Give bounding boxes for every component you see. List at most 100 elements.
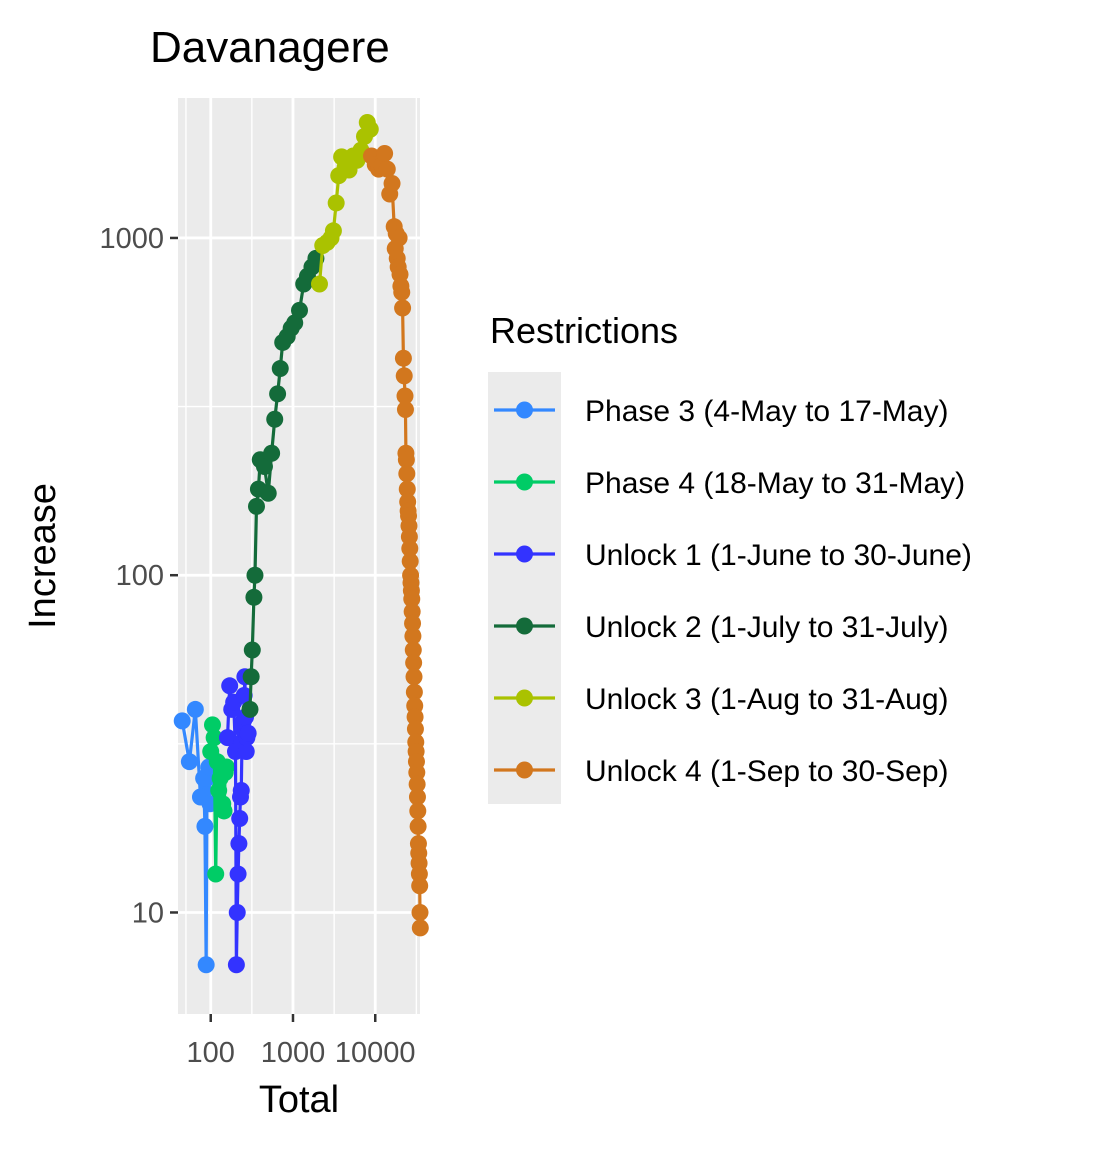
data-point (217, 758, 235, 776)
y-axis: 10 100 1000 (99, 223, 178, 929)
data-point (408, 788, 426, 806)
data-point (394, 349, 412, 367)
data-point (310, 275, 328, 293)
series-2 (202, 716, 235, 883)
data-point (378, 160, 396, 178)
data-point (404, 641, 422, 659)
data-point (173, 712, 191, 730)
data-point (207, 865, 225, 883)
data-point (409, 817, 427, 835)
data-point (239, 724, 257, 742)
data-point (411, 919, 429, 937)
series-4 (241, 249, 325, 718)
data-point (409, 802, 427, 820)
legend-key-point (516, 617, 533, 635)
legend-label: Unlock 3 (1-Aug to 31-Aug) (585, 683, 949, 716)
legend: Restrictions Phase 3 (4-May to 17-May) Ph… (488, 310, 972, 804)
series-6 (362, 145, 429, 937)
legend-item: Unlock 1 (1-June to 30-June) (494, 539, 972, 572)
data-point (383, 175, 401, 193)
data-point (221, 677, 239, 695)
data-point (398, 480, 416, 498)
plot-panel (178, 98, 420, 1014)
legend-key-point (516, 401, 533, 419)
data-point (401, 540, 419, 558)
data-point (271, 360, 289, 378)
data-point (403, 590, 421, 608)
legend-label: Unlock 1 (1-June to 30-June) (585, 539, 972, 572)
data-point (396, 401, 414, 418)
data-point (405, 668, 423, 686)
data-point (180, 753, 198, 771)
x-tick-label: 100 (187, 1037, 235, 1069)
data-point (376, 145, 394, 162)
data-point (215, 802, 233, 820)
series-5 (310, 113, 379, 293)
data-point (255, 458, 273, 476)
data-point (197, 956, 215, 974)
data-point (411, 903, 429, 921)
data-point (247, 497, 265, 515)
data-point (237, 743, 255, 761)
y-tick-label: 1000 (99, 223, 164, 255)
data-point (398, 465, 416, 483)
data-point (324, 222, 342, 240)
data-point (263, 444, 281, 462)
data-point (230, 835, 248, 853)
data-point (397, 451, 415, 469)
data-point (405, 654, 423, 672)
data-point (405, 683, 423, 701)
data-point (229, 865, 247, 883)
data-point (393, 283, 411, 301)
data-point (245, 588, 263, 606)
data-point (231, 809, 249, 827)
legend-key-point (516, 473, 533, 491)
data-point (406, 708, 424, 726)
y-axis-label: Increase (22, 483, 64, 629)
legend-label: Phase 4 (18-May to 31-May) (585, 467, 965, 500)
data-point (266, 410, 284, 428)
chart-title: Davanagere (150, 23, 390, 72)
x-axis-label: Total (259, 1079, 339, 1121)
legend-label: Unlock 2 (1-July to 31-July) (585, 611, 948, 644)
y-tick-label: 100 (116, 560, 164, 592)
legend-key-point (516, 689, 533, 707)
data-point (242, 668, 260, 686)
y-tick-label: 10 (132, 897, 164, 929)
data-point (186, 700, 204, 718)
legend-title: Restrictions (490, 310, 678, 351)
data-point (205, 729, 223, 747)
series-3 (219, 668, 257, 974)
data-point (203, 716, 221, 734)
data-point (361, 120, 379, 138)
data-point (232, 781, 250, 799)
data-point (411, 877, 429, 895)
data-point (241, 700, 259, 718)
legend-label: Unlock 4 (1-Sep to 30-Sep) (585, 755, 949, 788)
x-axis: 100 1000 10000 (187, 1014, 416, 1069)
series-layer (173, 113, 429, 974)
legend-item: Phase 3 (4-May to 17-May) (494, 395, 948, 428)
data-point (228, 903, 246, 921)
legend-item: Phase 4 (18-May to 31-May) (494, 467, 965, 500)
legend-item: Unlock 4 (1-Sep to 30-Sep) (494, 755, 949, 788)
x-tick-label: 1000 (261, 1037, 326, 1069)
data-point (404, 627, 422, 645)
legend-key-point (516, 545, 533, 563)
data-point (291, 301, 308, 319)
legend-label: Phase 3 (4-May to 17-May) (585, 395, 948, 428)
data-point (408, 775, 426, 793)
legend-item: Unlock 2 (1-July to 31-July) (494, 611, 948, 644)
data-point (259, 484, 277, 502)
data-point (235, 686, 253, 704)
legend-key-point (516, 761, 533, 779)
data-point (394, 299, 412, 317)
grid-major (178, 98, 420, 1014)
data-point (227, 956, 245, 974)
data-point (327, 194, 345, 212)
data-point (196, 817, 214, 835)
data-point (406, 720, 424, 738)
legend-item: Unlock 3 (1-Aug to 31-Aug) (494, 683, 949, 716)
legend-key-background (488, 372, 561, 804)
